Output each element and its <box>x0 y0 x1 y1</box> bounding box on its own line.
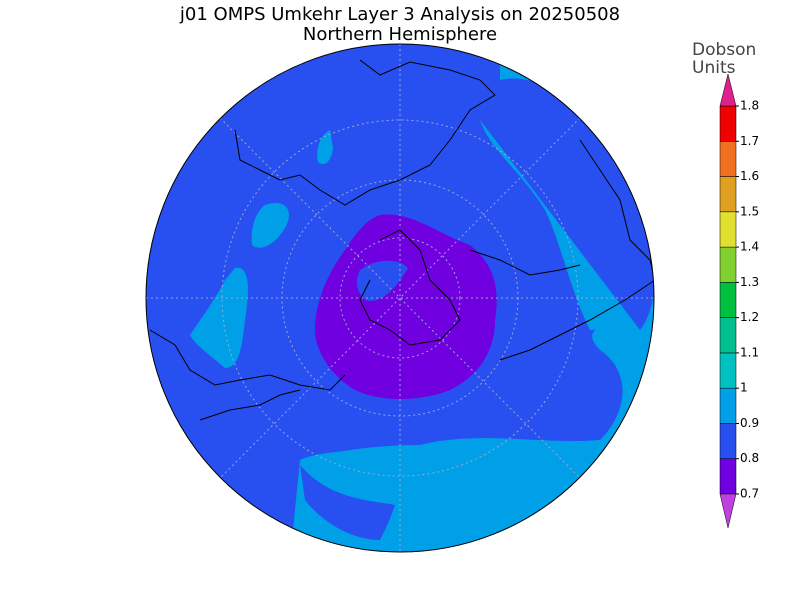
colorbar-tick-label: 0.8 <box>740 451 759 465</box>
colorbar-tick-label: 1.8 <box>740 99 759 113</box>
blue-patch <box>356 260 408 301</box>
colorbar-tick-label: 0.7 <box>740 487 759 501</box>
latitude-circle <box>339 237 461 359</box>
colorbar-label: Units <box>692 58 736 78</box>
colorbar-tick-label: 1.5 <box>740 204 759 218</box>
colorbar-band <box>719 458 737 495</box>
light-region <box>251 202 289 248</box>
map-subtitle: Northern Hemisphere <box>303 24 497 45</box>
light-region <box>190 267 248 368</box>
light-region <box>317 130 333 165</box>
colorbar-tick-label: 1.3 <box>740 275 759 289</box>
colorbar-under <box>719 493 737 529</box>
colorbar-tick-label: 1.1 <box>740 345 759 359</box>
colorbar-band <box>719 423 737 459</box>
colorbar-tick-label: 1.4 <box>740 240 759 254</box>
colorbar: 0.7 0.8 0.9 1 1.1 1.2 1.3 1.4 1.5 1.6 1.7 1.8 <box>719 73 759 529</box>
map-border <box>145 43 655 553</box>
colorbar-band <box>719 211 737 248</box>
map-title: j01 OMPS Umkehr Layer 3 Analysis on 2025… <box>179 4 620 25</box>
polar-map <box>146 44 654 552</box>
colorbar-tick-label: 1 <box>740 381 748 395</box>
colorbar-band <box>719 317 737 354</box>
coastlines <box>149 59 654 421</box>
colorbar-label: Dobson <box>692 40 756 60</box>
colorbar-band <box>719 387 737 424</box>
colorbar-band <box>719 176 737 213</box>
colorbar-tick-label: 1.2 <box>740 310 759 324</box>
colorbar-band <box>719 105 737 142</box>
colorbar-band <box>719 246 737 283</box>
low-region <box>315 214 497 399</box>
colorbar-over <box>719 73 737 107</box>
colorbar-tick-label: 1.6 <box>740 169 759 183</box>
colorbar-band <box>719 352 737 389</box>
colorbar-tick-label: 1.7 <box>740 134 759 148</box>
blue-patch <box>300 465 395 540</box>
colorbar-band <box>719 282 737 318</box>
colorbar-tick-label: 0.9 <box>740 416 759 430</box>
colorbar-band <box>719 141 737 177</box>
